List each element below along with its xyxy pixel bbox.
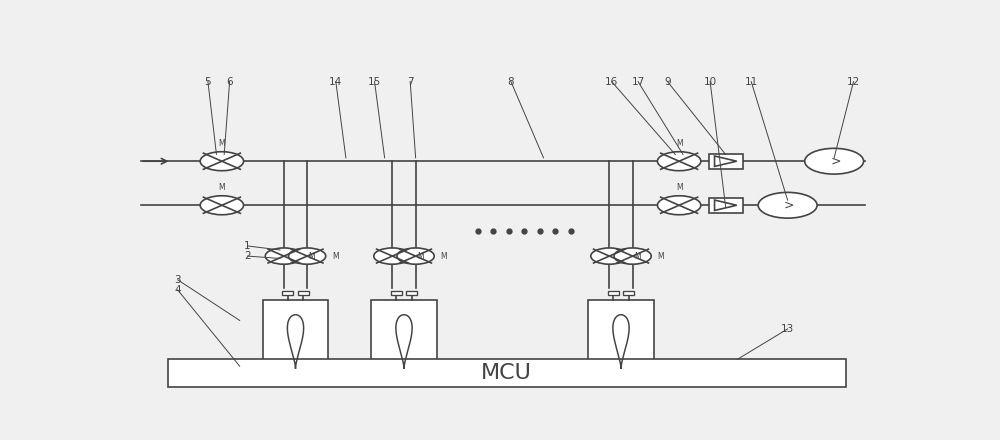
Text: 8: 8 [508,77,514,87]
Text: 16: 16 [605,77,618,87]
Text: >: > [830,155,841,168]
Circle shape [614,248,651,264]
Bar [168,359,846,386]
Text: 1: 1 [244,241,251,251]
Text: 15: 15 [368,77,381,87]
Bar [263,300,328,371]
Circle shape [657,196,701,215]
Circle shape [591,248,628,264]
Circle shape [289,248,326,264]
Text: M: M [634,252,641,260]
Text: M: M [657,252,664,260]
Polygon shape [715,156,737,166]
Bar [588,300,654,371]
Text: 11: 11 [745,77,758,87]
Bar [709,198,743,213]
Circle shape [657,152,701,171]
Text: >: > [784,199,794,212]
Bar [623,291,634,295]
Text: 12: 12 [847,77,860,87]
Text: M: M [440,252,447,260]
Bar [608,291,619,295]
Text: 2: 2 [244,251,251,261]
Polygon shape [715,200,737,210]
Circle shape [200,152,244,171]
Text: M: M [676,139,682,148]
Text: 5: 5 [205,77,211,87]
Text: 3: 3 [174,275,181,285]
Text: 9: 9 [664,77,671,87]
Text: 17: 17 [631,77,645,87]
Text: M: M [219,139,225,148]
Bar [406,291,417,295]
Text: M: M [417,252,424,260]
Text: 4: 4 [174,285,181,295]
Bar [709,154,743,169]
Text: 14: 14 [329,77,342,87]
Text: MCU: MCU [481,363,532,383]
Bar [371,300,437,371]
Text: M: M [676,183,682,192]
Circle shape [200,196,244,215]
Text: 7: 7 [407,77,414,87]
Text: 6: 6 [226,77,233,87]
Bar [282,291,293,295]
Text: M: M [309,252,315,260]
Circle shape [374,248,411,264]
Text: M: M [219,183,225,192]
Bar [391,291,402,295]
Circle shape [805,148,864,174]
Text: 10: 10 [704,77,717,87]
Circle shape [397,248,434,264]
Bar [298,291,309,295]
Text: 13: 13 [781,324,794,334]
Text: M: M [332,252,339,260]
Circle shape [758,192,817,218]
Circle shape [265,248,302,264]
